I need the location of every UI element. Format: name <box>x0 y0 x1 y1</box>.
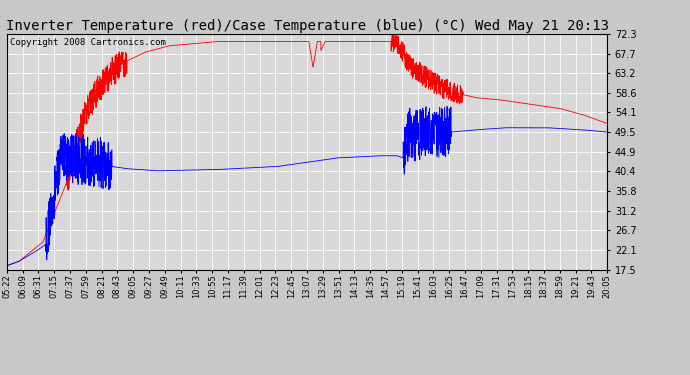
Text: Copyright 2008 Cartronics.com: Copyright 2008 Cartronics.com <box>10 39 166 48</box>
Title: Inverter Temperature (red)/Case Temperature (blue) (°C) Wed May 21 20:13: Inverter Temperature (red)/Case Temperat… <box>6 19 609 33</box>
